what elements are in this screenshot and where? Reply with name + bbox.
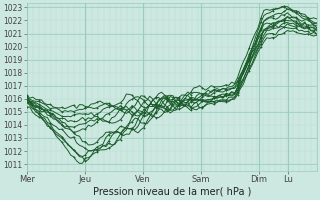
X-axis label: Pression niveau de la mer( hPa ): Pression niveau de la mer( hPa ) xyxy=(92,187,251,197)
